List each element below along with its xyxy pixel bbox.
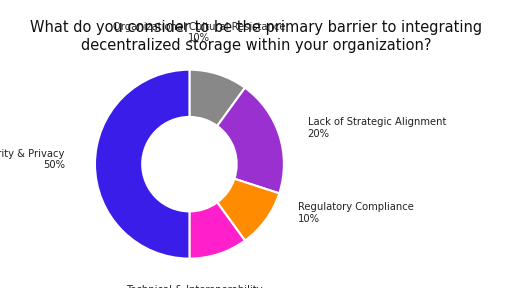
Text: Regulatory Compliance
10%: Regulatory Compliance 10% [298, 202, 414, 224]
Text: Lack of Strategic Alignment
20%: Lack of Strategic Alignment 20% [308, 118, 446, 139]
Wedge shape [217, 179, 279, 240]
Wedge shape [95, 70, 189, 259]
Text: What do you consider to be the primary barrier to integrating
decentralized stor: What do you consider to be the primary b… [30, 20, 482, 52]
Text: Security & Privacy
50%: Security & Privacy 50% [0, 149, 65, 170]
Text: Technical & Interoperability
10%: Technical & Interoperability 10% [126, 285, 263, 288]
Wedge shape [189, 70, 245, 126]
Text: Organizational Cultural Resistance
10%: Organizational Cultural Resistance 10% [113, 22, 285, 43]
Wedge shape [189, 202, 245, 259]
Wedge shape [217, 88, 284, 193]
